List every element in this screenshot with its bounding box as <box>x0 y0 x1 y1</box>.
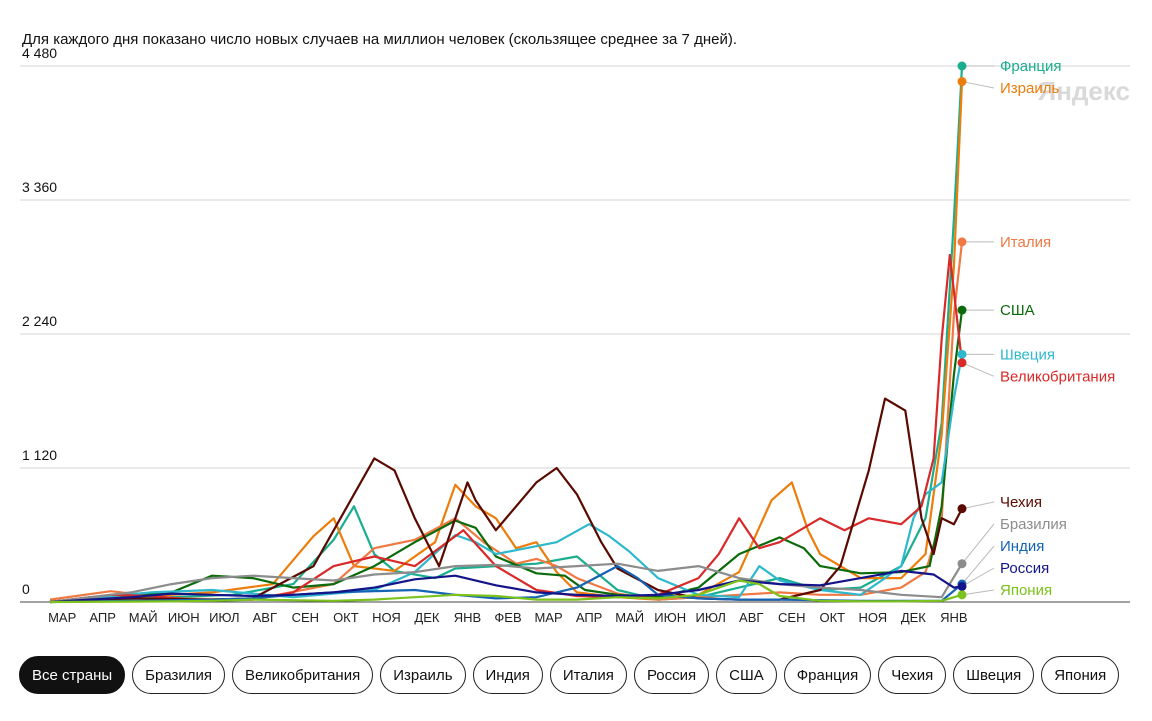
x-tick-label: НОЯ <box>372 610 401 625</box>
x-tick-label: ИЮЛ <box>695 610 725 625</box>
filter-pill[interactable]: Швеция <box>953 656 1035 694</box>
series-line <box>49 81 964 604</box>
y-tick-label: 4 480 <box>22 45 57 61</box>
series-label: Бразилия <box>1000 516 1067 533</box>
x-tick-label: МАЙ <box>615 610 644 625</box>
filter-pill[interactable]: США <box>716 656 777 694</box>
series-end-dot <box>957 581 967 591</box>
y-tick-label: 3 360 <box>22 179 57 195</box>
series-end-dot <box>957 504 967 514</box>
x-tick-label: ФЕВ <box>494 610 521 625</box>
series-label: Великобритания <box>1000 368 1115 385</box>
x-axis-ticks: МАР АПР МАЙ ИЮН ИЮЛ АВГ СЕН ОКТ НОЯ ДЕК ЯНВ ФЕВ МАР А… <box>48 610 968 625</box>
series-line <box>49 354 964 604</box>
gridlines <box>20 65 1130 603</box>
series-line <box>49 65 964 604</box>
x-tick-label: ИЮЛ <box>209 610 239 625</box>
x-tick-label: ЯНВ <box>454 610 481 625</box>
country-filter-bar: Все страны Бразилия Великобритания Израиль И… <box>19 656 1120 694</box>
x-tick-label: ДЕК <box>414 610 439 625</box>
x-tick-label: ОКТ <box>819 610 845 625</box>
series-line <box>49 397 963 604</box>
label-leader <box>961 545 995 585</box>
x-tick-label: СЕН <box>292 610 319 625</box>
series-line <box>49 562 963 604</box>
filter-pill[interactable]: Все страны <box>19 656 126 694</box>
series-end-dot <box>957 358 967 368</box>
series-line <box>49 569 963 604</box>
x-tick-label: АПР <box>89 610 116 625</box>
series-end-dot <box>957 305 967 315</box>
y-tick-label: 1 120 <box>22 447 57 463</box>
filter-pill[interactable]: Бразилия <box>132 656 226 694</box>
line-chart: 0 1 120 2 240 3 360 4 480 МАР АПР МАЙ ИЮН ИЮЛ АВГ… <box>20 45 1131 625</box>
series-end-dot <box>957 349 967 359</box>
y-tick-label: 2 240 <box>22 313 57 329</box>
series-label: Россия <box>1000 560 1049 577</box>
x-tick-label: ДЕК <box>901 610 926 625</box>
x-tick-label: ОКТ <box>333 610 359 625</box>
series-label: США <box>1000 302 1035 319</box>
series-end-dot <box>957 61 967 71</box>
series-end-dot <box>957 559 967 569</box>
x-tick-label: ЯНВ <box>940 610 967 625</box>
filter-pill[interactable]: Франция <box>783 656 872 694</box>
series-end-dot <box>957 77 967 87</box>
series-line <box>49 253 964 604</box>
series-end-dot <box>957 590 967 600</box>
filter-pill[interactable]: Великобритания <box>232 656 374 694</box>
series-line <box>49 579 963 604</box>
label-leader <box>961 523 995 565</box>
x-tick-label: МАЙ <box>129 610 158 625</box>
series-label: Израиль <box>1000 80 1059 97</box>
y-tick-label: 0 <box>22 581 30 597</box>
label-leader <box>961 567 995 587</box>
x-tick-label: МАР <box>534 610 562 625</box>
filter-pill[interactable]: Россия <box>633 656 710 694</box>
series-label: Чехия <box>1000 494 1042 511</box>
series-label: Италия <box>1000 234 1051 251</box>
filter-pill[interactable]: Япония <box>1041 656 1120 694</box>
series-label: Швеция <box>1000 346 1055 363</box>
x-tick-label: ИЮН <box>654 610 686 625</box>
label-leader <box>961 501 995 510</box>
series-line <box>49 241 964 601</box>
label-leader <box>961 362 995 377</box>
label-leader <box>961 81 995 89</box>
x-tick-label: АПР <box>576 610 603 625</box>
series-lines <box>49 65 964 604</box>
filter-pill[interactable]: Индия <box>472 656 543 694</box>
filter-pill[interactable]: Италия <box>549 656 627 694</box>
filter-pill[interactable]: Чехия <box>878 656 947 694</box>
filter-pill[interactable]: Израиль <box>380 656 466 694</box>
x-tick-label: АВГ <box>253 610 277 625</box>
series-label: Япония <box>1000 582 1052 599</box>
series-end-dot <box>957 237 967 247</box>
x-tick-label: МАР <box>48 610 76 625</box>
y-axis-ticks: 0 1 120 2 240 3 360 4 480 <box>22 45 57 597</box>
series-label: Франция <box>1000 58 1061 75</box>
series-labels: Франция Израиль Италия США Швеция Великобрита… <box>957 58 1115 600</box>
label-leader <box>961 589 995 596</box>
x-tick-label: НОЯ <box>859 610 888 625</box>
x-tick-label: СЕН <box>778 610 805 625</box>
chart-subtitle: Для каждого дня показано число новых слу… <box>22 31 737 48</box>
x-tick-label: ИЮН <box>168 610 200 625</box>
series-label: Индия <box>1000 538 1044 555</box>
yandex-watermark: Яндекс <box>1038 76 1131 106</box>
x-tick-label: АВГ <box>739 610 763 625</box>
